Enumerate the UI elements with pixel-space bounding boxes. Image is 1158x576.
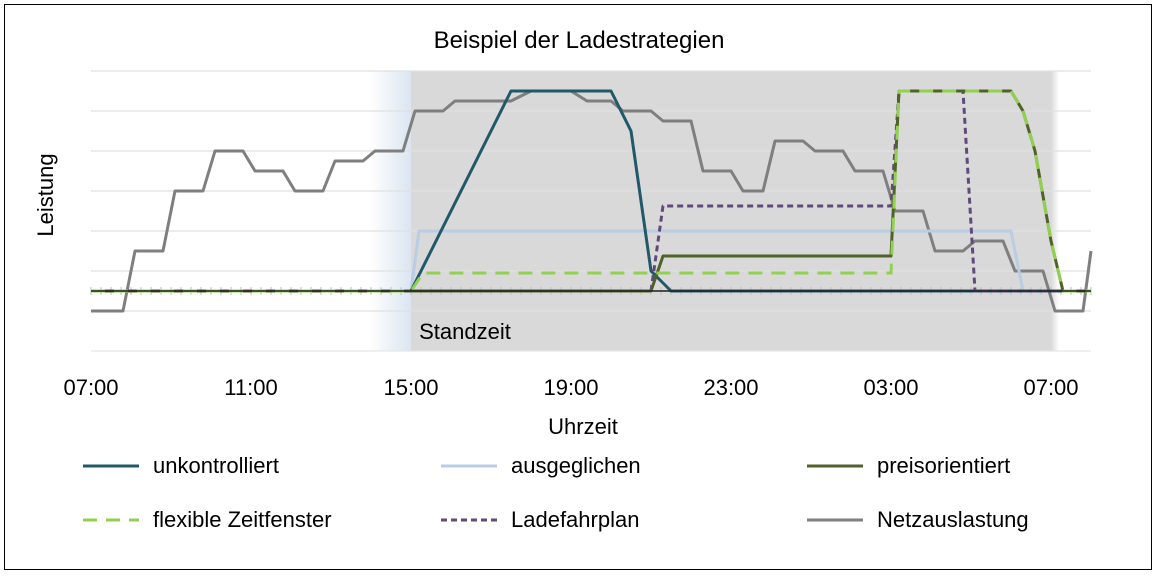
series-line-unkontrolliert (91, 89, 1091, 293)
x-tick-label: 23:00 (703, 375, 758, 400)
legend-label: preisorientiert (877, 453, 1010, 478)
series-lines (91, 89, 1093, 313)
x-tick-label: 07:00 (1023, 375, 1078, 400)
annotation-standzeit: Standzeit (419, 319, 511, 344)
x-tick-labels: 07:00 11:00 15:00 19:00 23:00 03:00 07:00 (63, 375, 1078, 400)
chart-svg: Standzeit 07:00 11:00 15:00 19:00 23:00 03:00… (33, 27, 1093, 532)
chart-frame: Standzeit 07:00 11:00 15:00 19:00 23:00 03:00… (4, 4, 1152, 570)
legend-label: Ladefahrplan (511, 507, 639, 532)
x-tick-label: 11:00 (224, 375, 277, 400)
y-axis-label: Leistung (33, 153, 58, 236)
legend: unkontrolliert ausgeglichen preisorientier… (83, 453, 1029, 532)
standzeit-fade-right (1051, 71, 1059, 351)
series-line-netzauslastung (91, 89, 1093, 313)
legend-label: Netzauslastung (877, 507, 1029, 532)
series-line-flexible-zeitfenster (91, 89, 1091, 293)
x-tick-label: 15:00 (383, 375, 438, 400)
chart-title: Beispiel der Ladestrategien (434, 27, 725, 54)
legend-label: unkontrolliert (153, 453, 279, 478)
x-tick-label: 03:00 (863, 375, 918, 400)
legend-label: ausgeglichen (511, 453, 641, 478)
legend-label: flexible Zeitfenster (153, 507, 332, 532)
x-tick-label: 19:00 (543, 375, 598, 400)
standzeit-fade-left (369, 71, 411, 351)
x-tick-label: 07:00 (63, 375, 118, 400)
standzeit-band (411, 71, 1051, 351)
plot-background (369, 71, 1059, 351)
x-axis-label: Uhrzeit (548, 414, 618, 439)
